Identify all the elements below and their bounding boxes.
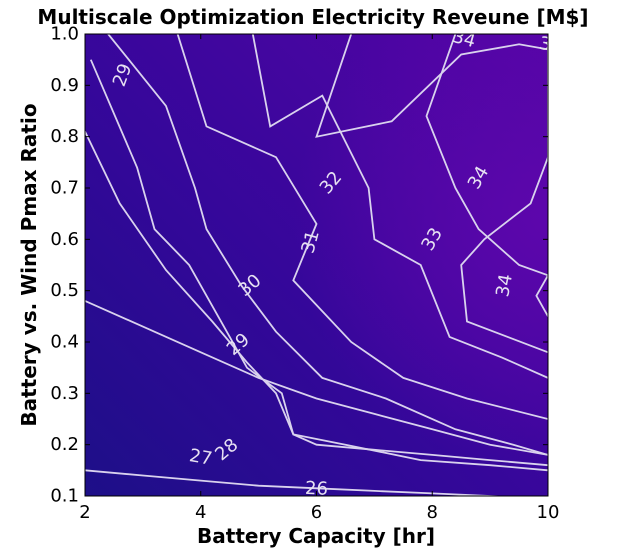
y-tick-label: 0.2 <box>50 434 79 455</box>
contour-label-34: 34 <box>492 272 517 298</box>
y-tick-label: 0.5 <box>50 280 79 301</box>
contour-line-33 <box>315 34 548 354</box>
x-tick-label: 6 <box>311 502 322 523</box>
contour-label-26: 26 <box>305 478 329 500</box>
y-tick-label: 0.9 <box>50 75 79 96</box>
contour-lines <box>85 34 548 496</box>
x-tick-label: 10 <box>537 502 560 523</box>
contour-label-27: 27 <box>188 445 214 470</box>
x-axis-label: Battery Capacity [hr] <box>197 524 435 548</box>
y-tick-label: 1.0 <box>50 24 79 45</box>
y-tick-label: 0.7 <box>50 178 79 199</box>
x-axis-ticks: 2 4 6 8 10 <box>79 34 559 523</box>
contour-line-31 <box>176 34 548 420</box>
y-axis-label: Battery vs. Wind Pmax Ratio <box>17 103 41 426</box>
chart-title: Multiscale Optimization Electricity Reve… <box>37 5 588 29</box>
contour-line-34 <box>425 34 548 317</box>
contour-line-28 <box>85 131 548 467</box>
x-tick-label: 2 <box>79 502 90 523</box>
contour-line-30 <box>107 34 548 456</box>
plot-highlight <box>85 34 548 496</box>
contour-line-27 <box>85 300 548 456</box>
y-tick-label: 0.6 <box>50 229 79 250</box>
y-tick-label: 0.8 <box>50 126 79 147</box>
x-tick-label: 4 <box>195 502 206 523</box>
x-tick-label: 8 <box>427 502 438 523</box>
contour-label-34: 34 <box>450 26 478 52</box>
y-tick-label: 0.1 <box>50 486 79 507</box>
contour-line-32 <box>251 34 548 379</box>
y-axis-ticks: 0.1 0.2 0.3 0.4 0.5 0.6 0.7 0.8 0.9 1.0 <box>50 24 548 507</box>
y-tick-label: 0.3 <box>50 383 79 404</box>
contour-label-3: 3 <box>538 33 553 56</box>
y-tick-label: 0.4 <box>50 332 79 353</box>
contour-line-29 <box>89 59 548 472</box>
contour-line-26 <box>85 469 511 496</box>
